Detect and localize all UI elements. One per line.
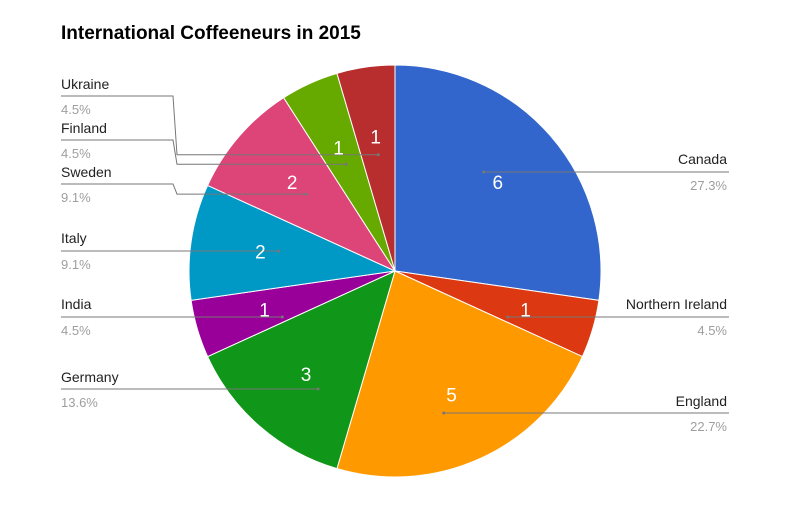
pie-slice-germany xyxy=(206,270,396,470)
slice-percent-northern-ireland: 4.5% xyxy=(697,323,727,338)
pie-slice-sweden xyxy=(206,97,397,273)
leader-dot-sweden xyxy=(304,192,308,196)
leader-line-sweden xyxy=(61,183,307,195)
slice-label-england: England xyxy=(676,393,727,409)
slice-label-italy: Italy xyxy=(61,230,87,246)
leader-dot-canada xyxy=(482,170,486,174)
leader-dot-india xyxy=(280,315,284,319)
slice-percent-finland: 4.5% xyxy=(61,146,91,161)
slice-percent-italy: 9.1% xyxy=(61,257,91,272)
slice-value-finland: 1 xyxy=(333,138,344,159)
leader-dot-england xyxy=(442,411,446,415)
slice-label-sweden: Sweden xyxy=(61,164,112,180)
slice-value-northern-ireland: 1 xyxy=(520,300,531,321)
leader-dot-finland xyxy=(344,162,348,166)
slice-value-canada: 6 xyxy=(493,173,504,194)
slice-label-germany: Germany xyxy=(61,369,119,385)
slice-values: 6 1 5 3 1 2 2 1 1 xyxy=(255,127,531,406)
slice-label-canada: Canada xyxy=(678,151,727,167)
pie-slices xyxy=(188,64,602,478)
pie-slice-italy xyxy=(188,184,397,301)
slice-label-northern-ireland: Northern Ireland xyxy=(626,296,727,312)
leader-dot-italy xyxy=(277,249,281,253)
slice-label-finland: Finland xyxy=(61,120,107,136)
pie-slice-canada xyxy=(394,64,602,301)
leader-line-finland xyxy=(61,139,347,165)
slice-value-sweden: 2 xyxy=(287,173,298,194)
slice-percent-india: 4.5% xyxy=(61,323,91,338)
slice-label-india: India xyxy=(61,296,92,312)
slice-value-india: 1 xyxy=(259,300,270,321)
slice-value-ukraine: 1 xyxy=(370,127,381,148)
slice-label-ukraine: Ukraine xyxy=(61,76,109,92)
pie-slice-england xyxy=(336,270,584,478)
pie-slice-ukraine xyxy=(336,64,396,272)
slice-value-germany: 3 xyxy=(301,365,312,386)
leader-dot-germany xyxy=(316,387,320,391)
leader-dot-ukraine xyxy=(376,153,380,157)
chart-title: International Coffeeneurs in 2015 xyxy=(61,23,361,44)
leader-lines xyxy=(61,95,729,415)
leader-line-ukraine xyxy=(61,95,379,156)
leader-dot-northern-ireland xyxy=(506,315,510,319)
slice-percent-ukraine: 4.5% xyxy=(61,102,91,117)
slice-percent-germany: 13.6% xyxy=(61,395,98,410)
slice-value-italy: 2 xyxy=(255,243,266,264)
slice-percent-england: 22.7% xyxy=(690,419,727,434)
slice-value-england: 5 xyxy=(446,386,457,407)
slice-percent-sweden: 9.1% xyxy=(61,190,91,205)
slice-percent-canada: 27.3% xyxy=(690,178,727,193)
